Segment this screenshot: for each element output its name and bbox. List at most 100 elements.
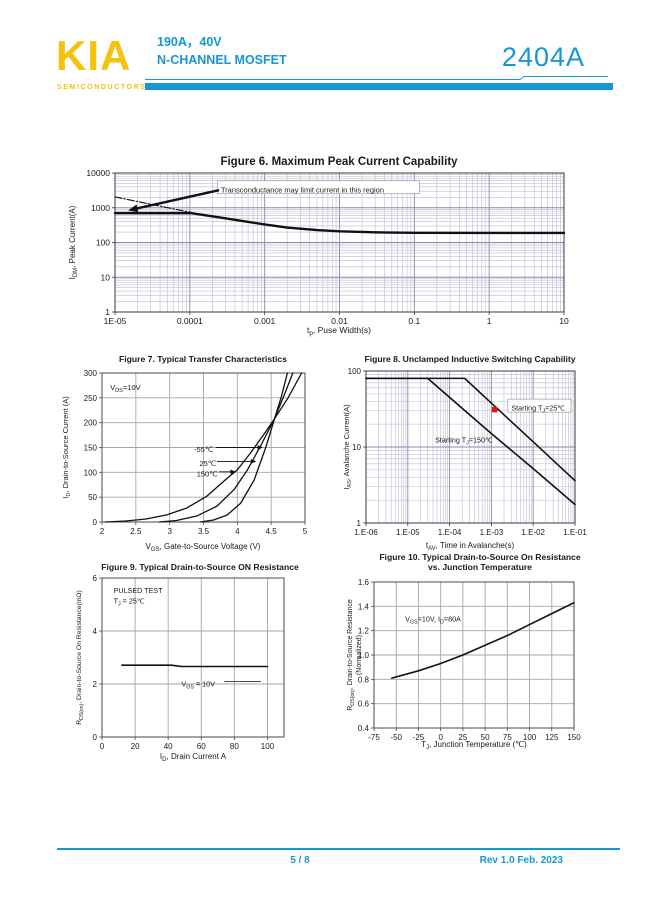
brand-logo-subtitle: SEMICONDUCTORS: [57, 84, 147, 91]
svg-text:0: 0: [93, 733, 98, 742]
svg-text:0: 0: [438, 733, 443, 742]
header-rule-thick: [145, 83, 613, 90]
page-number: 5 / 8: [290, 855, 310, 866]
svg-text:(Normalized): (Normalized): [356, 635, 363, 675]
series-peak-current-capability: [113, 211, 566, 235]
svg-text:1000: 1000: [91, 203, 110, 213]
series-rdson-vs-current: [121, 664, 269, 668]
svg-text:Starting TJ=25℃: Starting TJ=25℃: [511, 404, 565, 415]
svg-text:Figure 9. Typical Drain-to-Sou: Figure 9. Typical Drain-to-Source ON Res…: [101, 562, 299, 572]
svg-text:10: 10: [101, 272, 111, 282]
svg-text:5: 5: [303, 527, 308, 536]
svg-text:0.001: 0.001: [254, 316, 276, 326]
svg-text:1.E-04: 1.E-04: [438, 528, 462, 537]
svg-text:100: 100: [96, 238, 110, 248]
svg-text:150: 150: [567, 733, 581, 742]
svg-text:1.4: 1.4: [358, 602, 370, 611]
svg-text:-55℃: -55℃: [194, 445, 214, 454]
svg-text:0.0001: 0.0001: [177, 316, 203, 326]
svg-text:50: 50: [481, 733, 490, 742]
svg-text:3.5: 3.5: [198, 527, 210, 536]
figure8-avalanche-capability-chart: 1.E-06 1.E-05 1.E-04 1.E-03 1.E-02 1.E-01 1 10 1…: [342, 354, 587, 552]
svg-text:TJ, Junction Temperature (℃): TJ, Junction Temperature (℃): [421, 740, 527, 751]
svg-text:4: 4: [93, 627, 98, 636]
series-normalized-rdson: [390, 601, 575, 679]
svg-text:3: 3: [167, 527, 172, 536]
svg-text:1: 1: [357, 519, 362, 528]
svg-text:150: 150: [84, 444, 98, 453]
series-25C: [158, 372, 294, 523]
svg-text:125: 125: [545, 733, 559, 742]
svg-text:TJ = 25℃: TJ = 25℃: [114, 597, 145, 608]
svg-text:50: 50: [88, 493, 97, 502]
svg-text:ID, Drain-to-Source Current (A: ID, Drain-to-Source Current (A): [61, 396, 72, 499]
svg-text:1.6: 1.6: [358, 578, 370, 587]
series-transconductance-limit-line: [114, 196, 212, 218]
svg-text:200: 200: [84, 419, 98, 428]
svg-text:25℃: 25℃: [199, 459, 216, 468]
svg-text:4.5: 4.5: [266, 527, 278, 536]
svg-text:0: 0: [93, 518, 98, 527]
svg-text:100: 100: [261, 742, 275, 751]
svg-text:tAV, Time in Avalanche(s): tAV, Time in Avalanche(s): [426, 541, 515, 552]
header-rule-thin: [145, 76, 608, 80]
figure7-transfer-characteristics-chart: 2 2.5 3 3.5 4 4.5 5050100150200250300-55℃25℃15…: [61, 354, 308, 553]
svg-text:1.2: 1.2: [358, 627, 370, 636]
svg-text:VGS=10V, ID=80A: VGS=10V, ID=80A: [405, 615, 461, 626]
figure10-normalized-rdson-chart: -75 -50 -25 0 25 50 75 100 125 150 0.4 0.6 0.8 1.0 1.2…: [347, 552, 581, 751]
svg-text:75: 75: [503, 733, 512, 742]
series-starting-tj-25C: [365, 377, 576, 482]
svg-text:300: 300: [84, 369, 98, 378]
svg-text:40: 40: [164, 742, 173, 751]
svg-text:Transconductance may limit cu: Transconductance may limit current in th…: [221, 185, 384, 194]
svg-text:-75: -75: [368, 733, 380, 742]
svg-text:RDS(on), Drain-to-Source On Re: RDS(on), Drain-to-Source On Resistance(m…: [76, 590, 85, 725]
figure6-peak-current-chart: 1E-05 0.0001 0.001 0.01 0.1 1 10 1 10 100 1000 1000…: [68, 156, 569, 337]
svg-text:20: 20: [131, 742, 140, 751]
svg-text:100: 100: [84, 468, 98, 477]
svg-text:2: 2: [100, 527, 105, 536]
brand-logo: KIA: [56, 32, 132, 79]
svg-text:VGS, Gate-to-Source Voltage (V: VGS, Gate-to-Source Voltage (V): [146, 542, 261, 553]
svg-text:1.E-03: 1.E-03: [480, 528, 504, 537]
svg-text:2.5: 2.5: [130, 527, 142, 536]
footer-rule: [57, 848, 620, 850]
revision-label: Rev 1.0 Feb. 2023: [479, 855, 563, 866]
svg-text:1.E-01: 1.E-01: [563, 528, 587, 537]
svg-text:100: 100: [348, 367, 362, 376]
device-spec-block: 190A，40V N-CHANNEL MOSFET: [157, 33, 287, 69]
svg-text:1.E-02: 1.E-02: [521, 528, 545, 537]
svg-text:1.E-05: 1.E-05: [396, 528, 420, 537]
svg-text:0.01: 0.01: [331, 316, 348, 326]
svg-text:150℃: 150℃: [197, 469, 219, 478]
part-number: 2404A: [501, 42, 585, 72]
svg-text:2: 2: [93, 680, 98, 689]
svg-text:25: 25: [458, 733, 467, 742]
svg-text:-50: -50: [390, 733, 402, 742]
svg-text:1E-05: 1E-05: [104, 316, 127, 326]
svg-text:80: 80: [230, 742, 239, 751]
svg-text:PULSED TEST: PULSED TEST: [114, 586, 164, 595]
series-minus55C: [199, 372, 289, 523]
svg-text:100: 100: [523, 733, 537, 742]
svg-text:VGS = 10V: VGS = 10V: [181, 679, 215, 690]
svg-text:250: 250: [84, 394, 98, 403]
svg-text:vs. Junction Temperature: vs. Junction Temperature: [428, 562, 532, 572]
svg-text:6: 6: [93, 574, 98, 583]
svg-text:tp, Puse Width(s): tp, Puse Width(s): [307, 325, 371, 337]
figure9-on-resistance-chart: 0 20 40 60 80 100 0 2 4 6 PULSED TEST TJ = 25℃ VGS =…: [76, 562, 299, 763]
svg-text:ID, Drain Current A: ID, Drain Current A: [160, 752, 227, 763]
svg-text:1: 1: [105, 307, 110, 317]
svg-text:RDS(on), Drain-to-Source Resis: RDS(on), Drain-to-Source Resistance: [347, 599, 356, 711]
svg-text:Figure 7. Typical Transfer Cha: Figure 7. Typical Transfer Characteristi…: [119, 354, 287, 364]
svg-text:0.1: 0.1: [408, 316, 420, 326]
svg-text:10: 10: [559, 316, 569, 326]
svg-text:60: 60: [197, 742, 206, 751]
svg-text:1.0: 1.0: [358, 651, 370, 660]
svg-text:IDM, Peak Current(A): IDM, Peak Current(A): [68, 205, 79, 279]
svg-text:1.E-06: 1.E-06: [354, 528, 378, 537]
svg-text:10: 10: [352, 443, 361, 452]
device-type: N-CHANNEL MOSFET: [157, 53, 287, 67]
svg-text:10000: 10000: [86, 168, 110, 178]
